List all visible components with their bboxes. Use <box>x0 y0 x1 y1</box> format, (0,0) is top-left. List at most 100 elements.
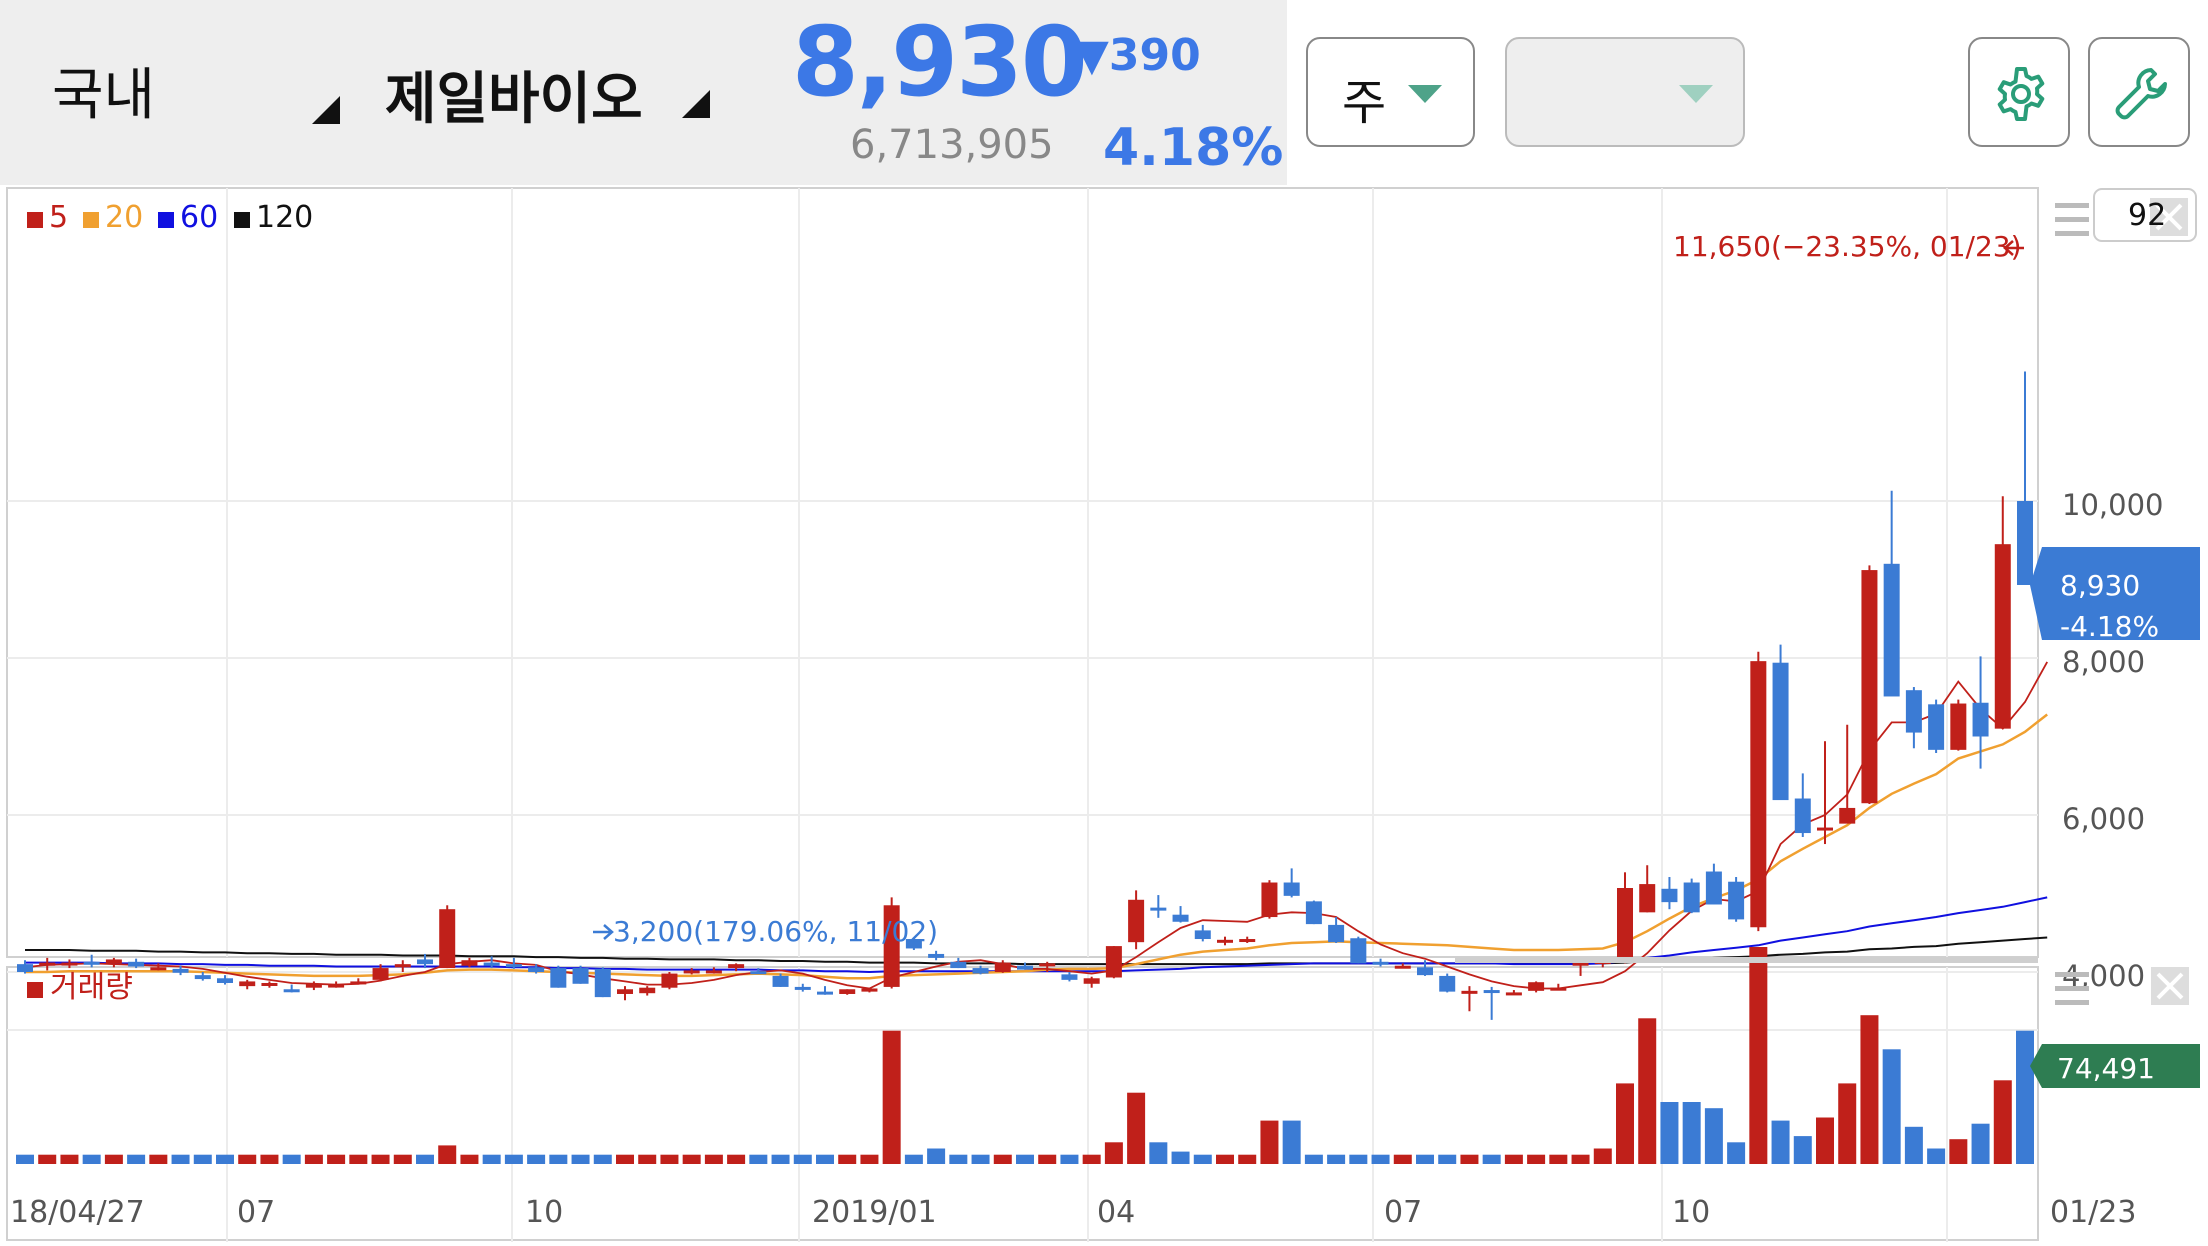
volume-bar <box>1416 1154 1434 1164</box>
volume-bar <box>1527 1154 1546 1164</box>
current-price-tag <box>2030 546 2200 640</box>
volume-bar <box>1838 1083 1857 1164</box>
candle-body <box>1617 888 1633 961</box>
candle-body <box>1528 982 1545 991</box>
volume-bar <box>149 1154 168 1164</box>
candle-body <box>550 968 567 988</box>
stock-summary-panel <box>0 0 1287 185</box>
candle-body <box>639 987 656 994</box>
candle-body <box>239 981 256 987</box>
candle-body <box>394 964 411 968</box>
market-selector[interactable]: 국내 <box>52 63 156 128</box>
settings-button[interactable] <box>1968 37 2070 147</box>
price-panel <box>6 187 2039 958</box>
candle-body <box>750 971 767 975</box>
legend-swatch <box>158 212 174 228</box>
candle-body <box>1128 899 1145 943</box>
candle-body <box>1728 881 1745 920</box>
volume-bar <box>1038 1154 1057 1164</box>
menu-icon[interactable] <box>2055 203 2089 208</box>
stock-dropdown-icon[interactable] <box>682 90 710 118</box>
candle-body <box>1550 987 1567 991</box>
gear-icon <box>1997 67 2045 121</box>
candle-body <box>1639 884 1656 913</box>
volume-bar <box>527 1154 546 1164</box>
chevron-down-icon <box>1679 85 1713 103</box>
volume-bar <box>238 1154 257 1164</box>
volume-bar <box>1793 1136 1812 1164</box>
candle-body <box>1439 975 1456 992</box>
candle-body <box>1461 990 1478 994</box>
candle-body <box>1261 882 1278 918</box>
volume-bar <box>1282 1120 1301 1164</box>
x-tick-label: 2019/01 <box>812 1195 937 1230</box>
candle-body <box>1750 661 1767 928</box>
candle-body <box>1861 570 1878 804</box>
volume-bar <box>1704 1108 1723 1164</box>
volume-bar <box>1971 1123 1990 1164</box>
volume-bar <box>1593 1148 1612 1164</box>
volume-bar <box>1171 1151 1190 1164</box>
candle-body <box>883 905 900 987</box>
volume-bar <box>416 1154 434 1164</box>
volume-bar <box>127 1154 146 1164</box>
volume-bar <box>793 1154 812 1164</box>
volume-bar <box>216 1154 234 1164</box>
volume-bar <box>16 1154 34 1164</box>
period-selector[interactable]: 주 <box>1306 37 1475 147</box>
volume-bar <box>1104 1142 1123 1164</box>
current-change-label: -4.18% <box>2060 610 2159 643</box>
market-dropdown-icon[interactable] <box>312 96 340 124</box>
legend-swatch <box>27 982 43 998</box>
candle-body <box>194 975 211 980</box>
volume-bar <box>816 1154 834 1164</box>
volume-bar <box>1638 1018 1657 1164</box>
candle-body <box>217 978 233 983</box>
candle-body <box>1061 974 1078 980</box>
candle-body <box>83 961 100 965</box>
stock-name-selector[interactable]: 제일바이오 <box>385 67 643 132</box>
candle-body <box>1994 544 2011 729</box>
candle-body <box>1794 798 1811 834</box>
chart-scrollbar[interactable] <box>1455 957 2038 963</box>
candle-body <box>505 964 522 968</box>
chart-area[interactable]: 10,000 8,000 6,000 4,000 18/04/27 07 10 2019/01… <box>0 185 2208 1246</box>
candle-body <box>1017 965 1033 970</box>
menu-icon[interactable] <box>2055 231 2089 236</box>
volume-bar <box>727 1154 746 1164</box>
candle-body <box>861 988 878 992</box>
volume-bar <box>193 1154 212 1164</box>
close-icon[interactable] <box>2155 203 2183 231</box>
page-size-value: 92 <box>2128 198 2166 233</box>
volume-bar <box>1082 1154 1101 1164</box>
y-tick-label: 6,000 <box>2062 802 2145 836</box>
menu-icon[interactable] <box>2055 217 2089 222</box>
ma5-line <box>24 661 2048 990</box>
candle-body <box>1772 662 1789 801</box>
indicator-selector[interactable] <box>1505 37 1745 147</box>
volume-bar <box>1749 947 1768 1164</box>
volume-bar <box>1060 1154 1079 1164</box>
candle-body <box>839 989 856 994</box>
x-tick-label: 04 <box>1097 1195 1135 1230</box>
menu-icon[interactable] <box>2055 1000 2089 1005</box>
close-icon[interactable] <box>2156 972 2184 1000</box>
tools-button[interactable] <box>2088 37 2190 147</box>
candle-body <box>728 964 745 969</box>
candle-body <box>105 959 122 964</box>
volume-bar <box>1438 1154 1457 1164</box>
current-price: 8,930 <box>792 6 1088 118</box>
menu-icon[interactable] <box>2055 972 2089 977</box>
candle-body <box>483 962 500 966</box>
candle-body <box>1661 888 1678 903</box>
candle-body <box>2017 501 2033 585</box>
menu-icon[interactable] <box>2055 986 2089 991</box>
candle-body <box>1328 924 1345 943</box>
volume-panel <box>6 966 2039 1241</box>
volume-bar <box>571 1154 590 1164</box>
arrow-right-icon <box>593 924 614 940</box>
volume-bar <box>1127 1092 1146 1164</box>
volume-bar <box>460 1154 479 1164</box>
legend-label: 20 <box>105 200 143 235</box>
